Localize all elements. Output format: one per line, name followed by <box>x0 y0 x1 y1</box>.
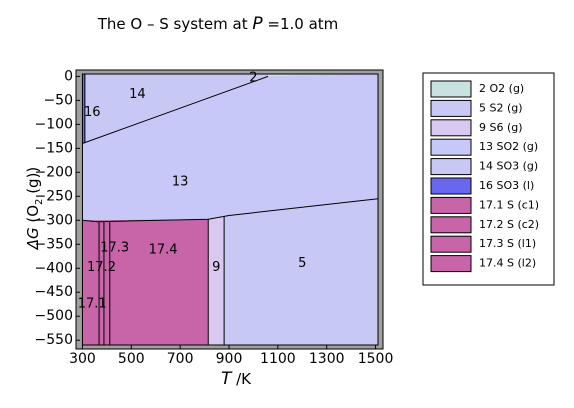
region-2 <box>268 74 378 77</box>
x-tick-label: 1300 <box>309 351 345 367</box>
region-17-4 <box>82 219 209 345</box>
legend-swatch-2 <box>430 80 472 98</box>
region-label-17-2: 17.2 <box>87 260 116 275</box>
y-tick-label: −450 <box>35 284 73 300</box>
x-tick-label: 500 <box>118 351 145 367</box>
chart-title: The O – S system at P =1.0 atm <box>97 14 339 34</box>
legend-label-9: 9 S6 (g) <box>479 121 523 134</box>
y-tick-label: −300 <box>35 212 73 228</box>
boundary-lower <box>82 198 379 223</box>
legend-label-17-3: 17.3 S (l1) <box>479 237 536 250</box>
x-axis: 300 500 700 900 1100 1300 1500 <box>69 345 393 367</box>
title-prefix: The O – S system at <box>97 15 253 33</box>
region-label-17-4: 17.4 <box>149 243 178 258</box>
phase-regions <box>82 74 379 345</box>
ylabel-var: ΔG <box>24 227 42 250</box>
region-13 <box>82 74 379 222</box>
plot-outline <box>81 73 379 346</box>
legend-swatch-9 <box>430 119 472 137</box>
region-9 <box>208 216 225 345</box>
legend-label-14: 14 SO3 (g) <box>479 160 538 173</box>
legend-swatch-5 <box>430 99 472 117</box>
y-tick-label: −100 <box>35 116 73 132</box>
boundary-upper <box>82 75 269 144</box>
y-axis: 0 −50 −100 −150 −200 −250 −300 −350 −400 −450 −500… <box>35 68 80 348</box>
region-label-2: 2 <box>249 70 257 85</box>
x-tick-label: 1500 <box>358 351 394 367</box>
region-16 <box>82 74 85 144</box>
legend-label-16: 16 SO3 (l) <box>479 179 534 192</box>
y-tick-label: −50 <box>43 92 73 108</box>
y-tick-label: −200 <box>35 164 73 180</box>
legend-label-17-1: 17.1 S (c1) <box>479 198 539 211</box>
ylabel-sub: 2 <box>34 199 45 205</box>
region-5 <box>224 198 378 345</box>
y-tick-label: −250 <box>35 188 73 204</box>
region-label-5: 5 <box>298 256 306 271</box>
region-14 <box>82 74 269 144</box>
title-suffix: =1.0 atm <box>263 15 339 33</box>
legend-label-2: 2 O2 (g) <box>479 82 524 95</box>
x-axis-label: T /K <box>221 369 252 389</box>
region-labels: 2 5 9 13 14 16 17.1 17.2 17.3 17.4 <box>78 70 307 311</box>
legend-label-13: 13 SO2 (g) <box>479 140 538 153</box>
y-tick-label: −500 <box>35 308 73 324</box>
region-label-13: 13 <box>172 174 189 189</box>
y-tick-label: −350 <box>35 236 73 252</box>
legend-swatch-17-1 <box>430 196 472 214</box>
legend-swatch-17-3 <box>430 235 472 253</box>
y-axis-label: ΔG (O2 (g)) <box>24 167 45 251</box>
legend-swatch-14 <box>430 158 472 176</box>
legend-swatch-13 <box>430 138 472 156</box>
x-tick-label: 700 <box>167 351 194 367</box>
region-label-16: 16 <box>84 105 101 120</box>
ylabel-text: (O <box>24 205 42 227</box>
legend-swatch-17-4 <box>430 255 472 273</box>
plot-area: 2 5 9 13 14 16 17.1 17.2 17.3 17.4 <box>75 69 384 350</box>
legend: 2 O2 (g) 5 S2 (g) 9 S6 (g) 13 SO2 (g) 14 SO3… <box>422 72 555 286</box>
y-tick-label: 0 <box>64 68 73 84</box>
x-tick-label: 300 <box>69 351 96 367</box>
legend-label-17-2: 17.2 S (c2) <box>479 218 539 231</box>
region-label-17-1: 17.1 <box>78 296 107 311</box>
y-tick-label: −550 <box>35 332 73 348</box>
region-label-17-3: 17.3 <box>100 241 129 256</box>
x-tick-label: 900 <box>216 351 243 367</box>
title-var: P <box>252 14 263 34</box>
x-tick-label: 1100 <box>260 351 296 367</box>
region-label-14: 14 <box>129 87 146 102</box>
xlabel-var: T <box>221 369 233 389</box>
region-label-9: 9 <box>212 260 220 275</box>
legend-swatch-16 <box>430 177 472 195</box>
y-tick-label: −400 <box>35 260 73 276</box>
ylabel-end: (g)) <box>24 167 42 199</box>
phase-boundaries <box>82 74 379 345</box>
legend-label-17-4: 17.4 S (l2) <box>479 257 536 270</box>
xlabel-unit: /K <box>231 370 252 388</box>
legend-label-5: 5 S2 (g) <box>479 101 523 114</box>
legend-swatch-17-2 <box>430 216 472 234</box>
y-tick-label: −150 <box>35 140 73 156</box>
